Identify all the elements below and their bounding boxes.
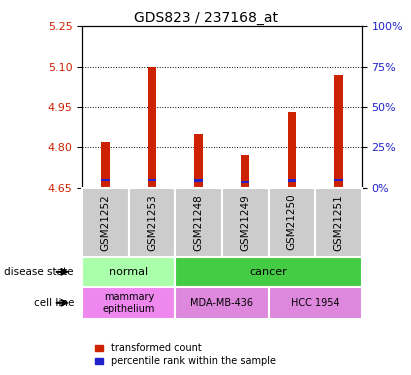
Text: disease state: disease state xyxy=(5,267,74,277)
Bar xyxy=(82,287,175,319)
Bar xyxy=(288,180,296,182)
Bar xyxy=(175,257,362,287)
Bar xyxy=(148,178,156,181)
Bar xyxy=(175,188,222,257)
Bar xyxy=(194,134,203,188)
Text: normal: normal xyxy=(109,267,148,277)
Bar xyxy=(222,188,268,257)
Bar xyxy=(101,142,110,188)
Bar xyxy=(129,188,175,257)
Text: GSM21253: GSM21253 xyxy=(147,194,157,250)
Bar xyxy=(175,287,268,319)
Bar xyxy=(82,257,175,287)
Bar xyxy=(334,178,343,181)
Bar xyxy=(334,75,343,188)
Text: GSM21251: GSM21251 xyxy=(333,194,343,250)
Text: GSM21248: GSM21248 xyxy=(194,194,203,250)
Legend: transformed count, percentile rank within the sample: transformed count, percentile rank withi… xyxy=(95,344,276,366)
Text: cancer: cancer xyxy=(249,267,287,277)
Text: cell line: cell line xyxy=(34,298,74,308)
Bar xyxy=(82,188,129,257)
Text: GSM21249: GSM21249 xyxy=(240,194,250,250)
Bar xyxy=(288,112,296,188)
Text: GSM21250: GSM21250 xyxy=(287,194,297,250)
Text: mammary
epithelium: mammary epithelium xyxy=(103,292,155,314)
Bar xyxy=(241,180,249,183)
Text: HCC 1954: HCC 1954 xyxy=(291,298,339,308)
Bar xyxy=(148,67,156,188)
Bar xyxy=(101,178,110,181)
Bar xyxy=(315,188,362,257)
Text: GDS823 / 237168_at: GDS823 / 237168_at xyxy=(134,11,277,25)
Bar xyxy=(268,287,362,319)
Bar xyxy=(241,155,249,188)
Text: GSM21252: GSM21252 xyxy=(101,194,111,250)
Bar xyxy=(194,180,203,182)
Text: MDA-MB-436: MDA-MB-436 xyxy=(190,298,254,308)
Bar xyxy=(268,188,315,257)
